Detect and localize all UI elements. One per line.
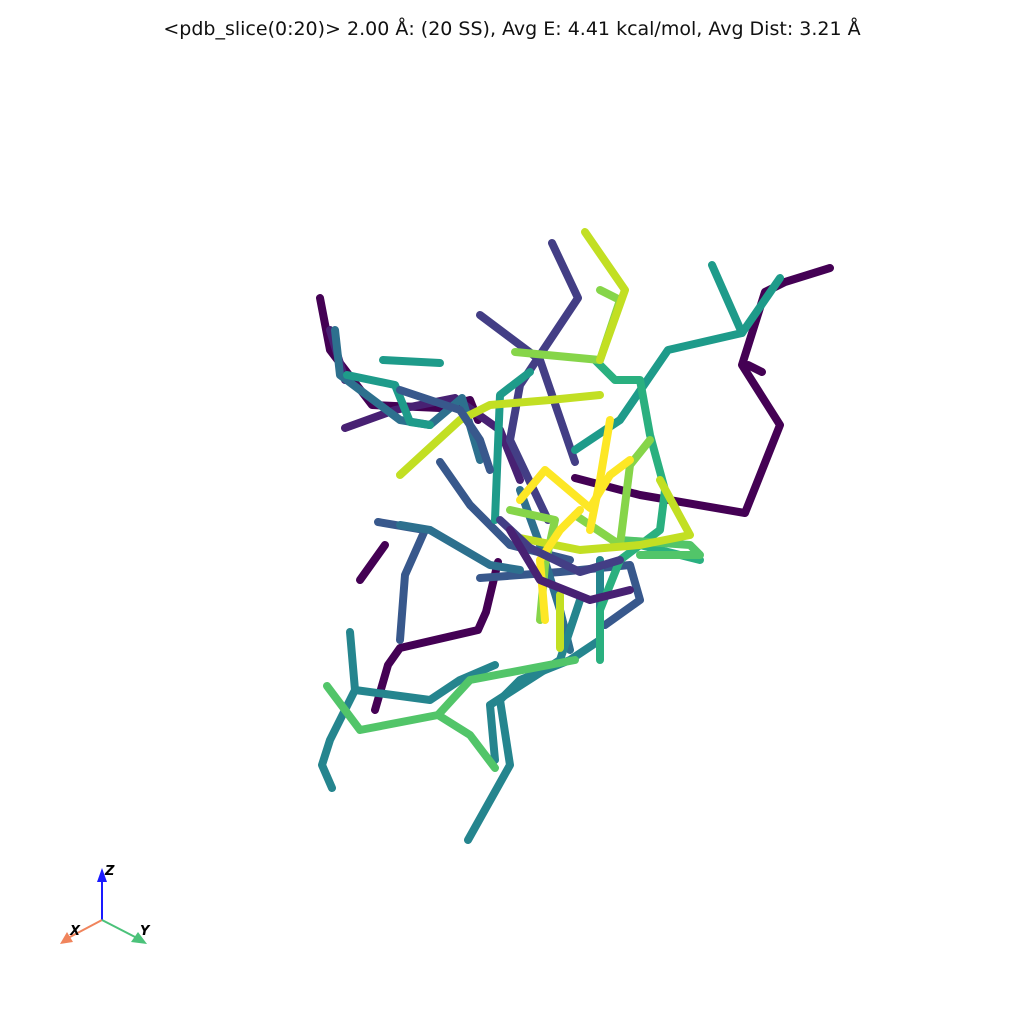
bond-trace-34 [396,391,604,479]
bond-trace-16 [318,628,359,792]
orientation-axes-widget: Z X Y [60,864,151,944]
bond-trace-6 [341,394,524,484]
bond-trace-8 [506,239,582,524]
bond-trace-4 [571,264,834,517]
bond-trace-3 [356,541,389,584]
bond-trace-40 [396,386,494,474]
bond-trace-33 [581,228,629,364]
bond-trace-24 [491,368,534,524]
bond-trace-5 [744,361,766,376]
bond-trace-9 [476,311,579,466]
x-axis-arrow [60,932,73,944]
bond-trace-21 [343,371,434,429]
z-axis-arrow [97,868,107,882]
bond-trace-38 [536,506,584,624]
bond-trace-19 [486,596,584,764]
plot-title: <pdb_slice(0:20)> 2.00 Å: (20 SS), Avg E… [163,18,861,40]
bond-trace-20 [379,356,444,367]
disulfide-ensemble [316,228,834,844]
x-axis-label: X [69,924,81,939]
bond-trace-23 [738,274,784,337]
bond-trace-39 [586,416,614,534]
y-axis-line [101,919,138,939]
bond-trace-15 [396,521,524,574]
y-axis-arrow [131,932,147,944]
x-axis-line [67,919,103,939]
bond-trace-17 [351,661,499,704]
y-axis-label: Y [140,924,151,939]
bond-trace-32 [571,436,654,549]
bond-trace-42 [506,526,634,604]
bond-trace-35 [516,476,694,554]
bond-trace-10 [374,518,429,644]
bond-trace-37 [516,456,634,512]
bond-trace-28 [434,656,579,719]
z-axis-label: Z [104,864,115,879]
bond-trace-2 [371,558,502,714]
